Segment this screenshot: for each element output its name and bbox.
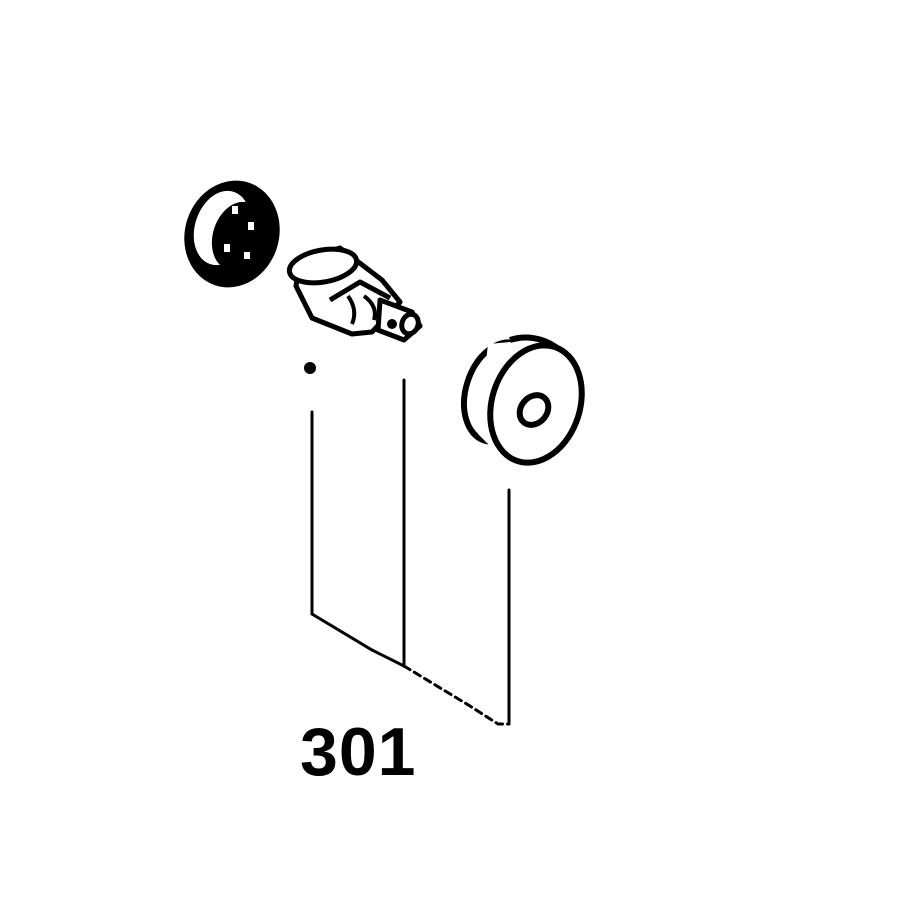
callout-leader-lines [304,362,511,726]
leader-join-1 [310,612,406,668]
leader-dot [304,362,316,374]
disc-cap-icon [184,180,280,288]
stem-valve-icon [286,245,423,343]
part-number-label: 301 [300,714,417,790]
leader-join-2 [402,664,511,726]
washer-icon [461,334,585,466]
